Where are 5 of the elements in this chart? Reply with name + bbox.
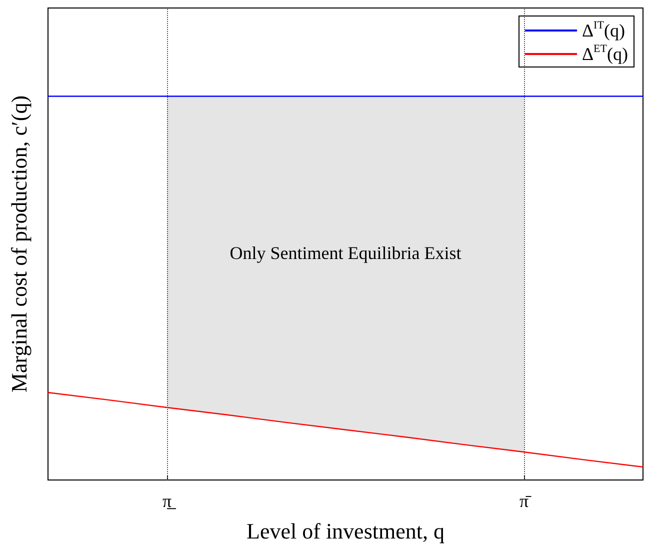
x-tick-label: π̲ <box>162 491 177 511</box>
band-label: Only Sentiment Equilibria Exist <box>230 242 462 263</box>
y-axis-title: Marginal cost of production, c′(q) <box>6 95 32 393</box>
x-tick-label: π̄ <box>519 491 532 511</box>
x-axis-title: Level of investment, q <box>246 518 444 544</box>
